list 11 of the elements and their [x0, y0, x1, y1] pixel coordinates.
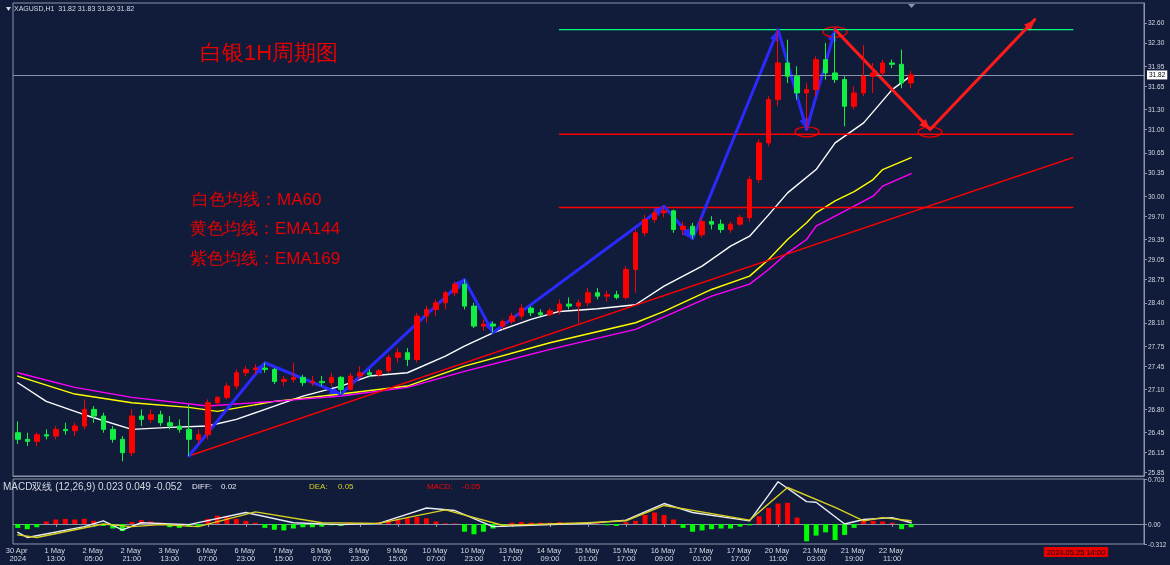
annotation: DEA:	[309, 481, 328, 491]
annotation: MACD双线 (12,26,9) 0.023 0.049 -0.052	[3, 480, 183, 492]
annotation: -0.05	[462, 481, 481, 491]
annotation: 紫色均线：EMA169	[190, 249, 341, 268]
annotation: MACD:	[427, 481, 453, 491]
annotation: DIFF:	[192, 481, 212, 491]
annotation: 0.05	[338, 481, 355, 491]
annotation: 黄色均线：EMA144	[190, 219, 341, 238]
annotation: 0.02	[221, 481, 238, 491]
annotation: 白色均线：MA60	[192, 190, 322, 209]
text: 白银1H周期图	[200, 39, 339, 65]
